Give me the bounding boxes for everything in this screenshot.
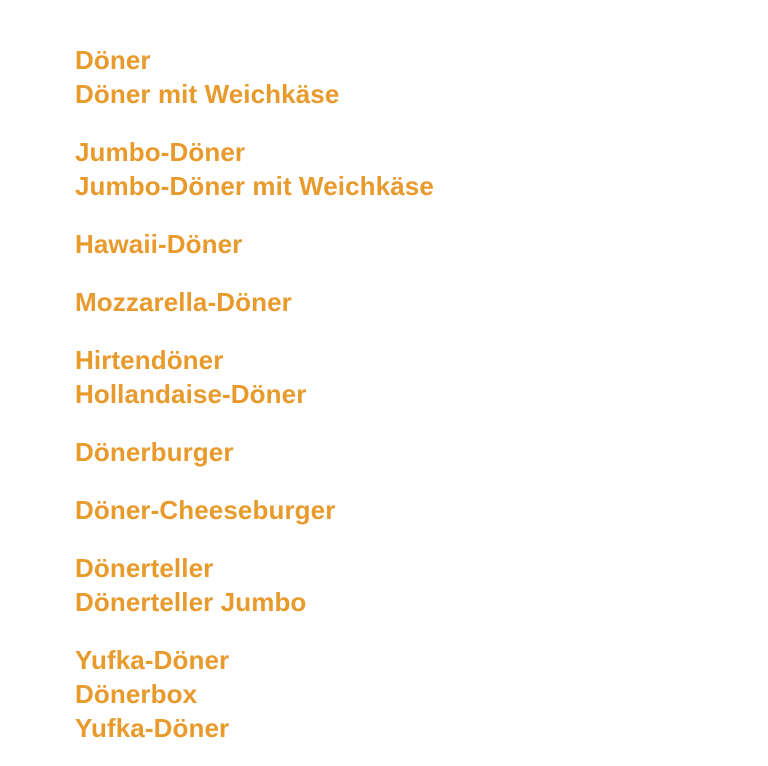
menu-item[interactable]: Hawaii-Döner [75, 229, 243, 259]
menu-item[interactable]: Dönerbox [75, 679, 198, 709]
menu-group-yufka: Yufka-Döner Dönerbox Yufka-Döner [75, 643, 434, 745]
menu-item[interactable]: Dönerteller Jumbo [75, 587, 307, 617]
menu-item[interactable]: Yufka-Döner [75, 645, 230, 675]
menu-item[interactable]: Hirtendöner [75, 345, 224, 375]
menu-group-jumbo: Jumbo-Döner Jumbo-Döner mit Weichkäse [75, 135, 434, 203]
menu-item[interactable]: Döner-Cheeseburger [75, 495, 336, 525]
menu-item[interactable]: Yufka-Döner [75, 713, 230, 743]
menu-item[interactable]: Jumbo-Döner [75, 137, 246, 167]
menu-group-doner: Döner Döner mit Weichkäse [75, 43, 434, 111]
menu-group-hawaii: Hawaii-Döner [75, 227, 434, 261]
menu-item[interactable]: Döner [75, 45, 151, 75]
menu-group-hirten: Hirtendöner Hollandaise-Döner [75, 343, 434, 411]
menu-item[interactable]: Dönerburger [75, 437, 234, 467]
menu-item[interactable]: Döner mit Weichkäse [75, 79, 340, 109]
menu-item[interactable]: Dönerteller [75, 553, 214, 583]
menu-item[interactable]: Jumbo-Döner mit Weichkäse [75, 171, 434, 201]
menu-group-burger: Dönerburger [75, 435, 434, 469]
menu-item[interactable]: Mozzarella-Döner [75, 287, 292, 317]
menu-group-cheeseburger: Döner-Cheeseburger [75, 493, 434, 527]
menu-group-teller: Dönerteller Dönerteller Jumbo [75, 551, 434, 619]
menu-list: Döner Döner mit Weichkäse Jumbo-Döner Ju… [75, 43, 434, 745]
menu-group-mozzarella: Mozzarella-Döner [75, 285, 434, 319]
menu-item[interactable]: Hollandaise-Döner [75, 379, 307, 409]
